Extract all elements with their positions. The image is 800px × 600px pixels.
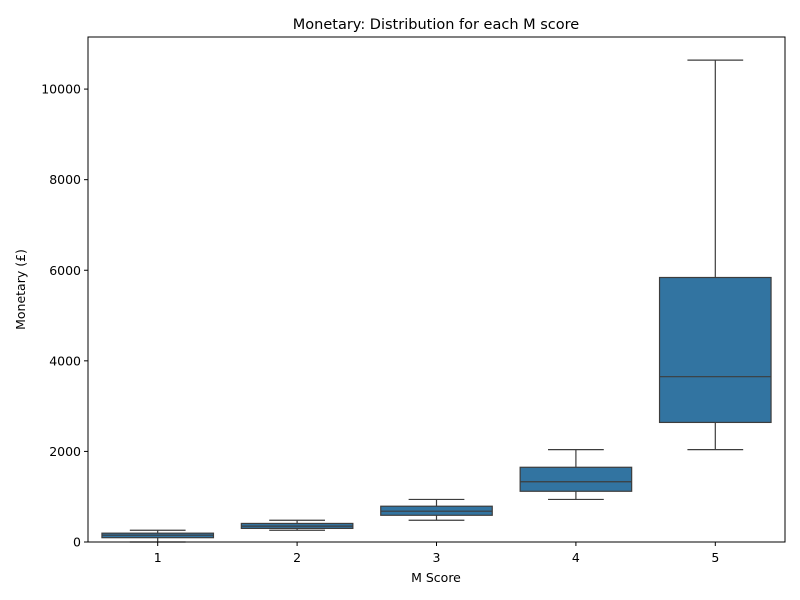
chart-title: Monetary: Distribution for each M score	[293, 17, 580, 33]
iqr-box-5	[658, 276, 772, 424]
y-tick-label-4000: 4000	[49, 353, 81, 368]
y-tick-label-2000: 2000	[49, 444, 81, 459]
iqr-box-4	[519, 466, 633, 492]
x-tick-label-1: 1	[154, 550, 162, 565]
y-tick-label-0: 0	[73, 535, 81, 550]
x-axis-label: M Score	[411, 570, 461, 585]
x-tick-label-2: 2	[293, 550, 301, 565]
box-3	[380, 498, 493, 521]
y-axis-label: Monetary (£)	[13, 249, 28, 330]
x-tick-label-3: 3	[433, 550, 441, 565]
y-axis: 0 2000 4000 6000 8000 10000	[41, 82, 88, 550]
y-tick-label-6000: 6000	[49, 263, 81, 278]
plot-area	[101, 59, 772, 543]
y-tick-label-10000: 10000	[41, 82, 81, 97]
box-5	[658, 59, 772, 451]
x-axis: 1 2 3 4 5	[154, 542, 719, 565]
box-2	[240, 519, 354, 531]
y-tick-label-8000: 8000	[49, 172, 81, 187]
x-tick-label-5: 5	[711, 550, 719, 565]
box-4	[519, 449, 633, 501]
x-tick-label-4: 4	[572, 550, 580, 565]
